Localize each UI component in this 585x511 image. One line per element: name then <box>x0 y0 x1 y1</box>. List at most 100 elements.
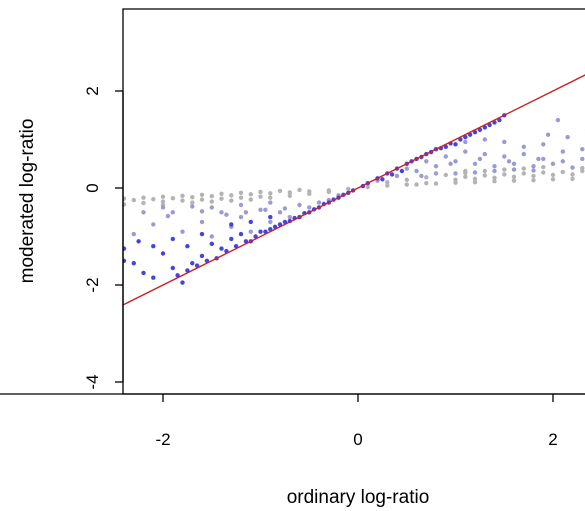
blue-point <box>107 263 111 267</box>
blue-point <box>185 244 190 249</box>
light-blue-point <box>541 156 546 162</box>
gray-point <box>346 186 351 192</box>
gray-point <box>550 177 556 182</box>
x-tick-label: 2 <box>548 430 557 449</box>
gray-point <box>73 200 77 204</box>
light-blue-point <box>199 209 205 214</box>
gray-point <box>463 174 468 179</box>
light-blue-point <box>545 132 551 137</box>
x-tick-label: -2 <box>155 430 170 449</box>
light-blue-point <box>151 222 156 227</box>
gray-point <box>472 180 478 185</box>
gray-point <box>531 173 536 179</box>
gray-point <box>238 190 244 195</box>
blue-point <box>141 270 146 276</box>
blue-point <box>463 134 468 140</box>
light-blue-point <box>502 154 507 159</box>
light-blue-point <box>506 159 512 164</box>
gray-point <box>472 176 478 181</box>
light-blue-point <box>560 149 565 154</box>
blue-point <box>458 137 463 142</box>
blue-point <box>258 229 263 234</box>
light-blue-point <box>433 164 439 169</box>
x-axis-title: ordinary log-ratio <box>287 487 430 508</box>
gray-point <box>297 187 302 193</box>
blue-point <box>209 241 214 246</box>
blue-point <box>389 172 395 177</box>
light-blue-point <box>165 213 171 219</box>
gray-point <box>385 183 390 188</box>
light-blue-point <box>209 205 214 210</box>
blue-point <box>199 253 205 259</box>
blue-point <box>482 125 487 130</box>
light-blue-point <box>482 151 487 157</box>
blue-point <box>160 251 166 256</box>
light-blue-point <box>492 164 497 169</box>
light-blue-point <box>190 204 195 209</box>
gray-point <box>112 199 116 203</box>
blue-point <box>497 117 502 123</box>
blue-point <box>151 244 156 249</box>
gray-point <box>453 180 458 185</box>
gray-point <box>102 203 106 207</box>
light-blue-point <box>433 171 439 176</box>
light-blue-point <box>580 147 585 152</box>
blue-point <box>453 142 458 147</box>
y-tick-label: 0 <box>83 183 102 192</box>
gray-point <box>170 196 175 201</box>
y-axis-title: moderated log-ratio <box>17 119 38 284</box>
gray-point <box>258 189 263 195</box>
light-blue-point <box>282 206 288 211</box>
light-blue-point <box>419 173 424 179</box>
gray-point <box>160 194 166 199</box>
light-blue-point <box>44 220 48 224</box>
blue-point <box>229 236 234 242</box>
gray-point <box>492 179 497 184</box>
gray-point <box>521 166 526 171</box>
gray-point <box>404 177 409 182</box>
light-blue-point <box>570 165 575 170</box>
blue-point <box>233 244 239 249</box>
gray-point <box>277 188 283 194</box>
gray-point <box>511 174 517 179</box>
light-blue-point <box>307 205 312 210</box>
gray-point <box>570 176 575 181</box>
light-blue-point <box>238 214 244 220</box>
light-blue-point <box>521 144 526 149</box>
light-blue-point <box>141 210 146 215</box>
light-blue-point <box>565 134 570 140</box>
gray-point <box>219 196 224 201</box>
blue-point <box>185 268 190 273</box>
blue-point <box>102 280 106 284</box>
light-blue-point <box>511 161 517 166</box>
gray-point <box>414 182 419 187</box>
blue-point <box>219 246 224 251</box>
gray-point <box>131 197 136 203</box>
light-blue-point <box>219 210 224 215</box>
gray-point <box>199 192 205 197</box>
light-blue-point <box>258 207 263 212</box>
blue-point <box>282 219 288 225</box>
light-blue-point <box>502 139 507 145</box>
gray-point <box>570 172 575 177</box>
gray-point <box>248 192 253 197</box>
gray-point <box>502 167 507 172</box>
light-blue-point <box>277 210 283 215</box>
gray-point <box>443 172 448 178</box>
light-blue-point <box>297 202 302 208</box>
gray-point <box>219 191 224 196</box>
light-blue-point <box>243 210 249 215</box>
light-blue-point <box>224 212 229 217</box>
blue-point <box>170 236 175 242</box>
light-blue-point <box>287 214 292 220</box>
identity-reference-line <box>123 74 585 306</box>
light-blue-point <box>453 159 458 164</box>
light-blue-point <box>424 159 429 164</box>
light-blue-point <box>511 167 517 172</box>
gray-point <box>199 197 205 202</box>
blue-point <box>170 265 175 271</box>
gray-point <box>404 182 409 187</box>
gray-point <box>123 202 127 207</box>
light-blue-point <box>531 168 536 173</box>
